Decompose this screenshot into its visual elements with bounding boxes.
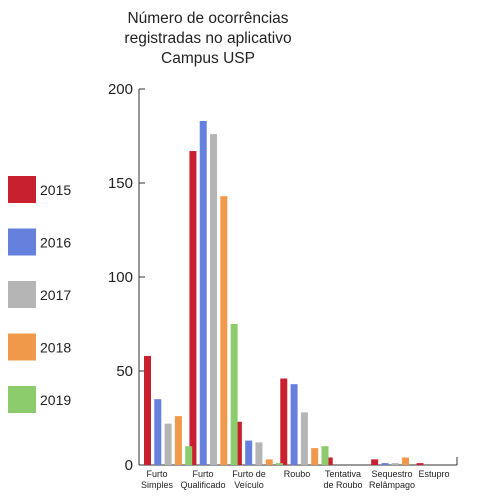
chart-title-line: registradas no aplicativo <box>124 30 291 47</box>
bar-2015-4 <box>325 457 333 465</box>
x-tick-label: Veículo <box>234 480 264 490</box>
x-tick-label: Sequestro <box>371 469 412 479</box>
x-tick-label: Simples <box>141 480 174 490</box>
bar-2016-0 <box>154 399 162 465</box>
y-tick-label: 50 <box>116 363 133 380</box>
chart-title-line: Campus USP <box>161 50 255 67</box>
legend: 2015 2016 2017 2018 2019 <box>8 176 71 413</box>
x-tick-label: Qualificado <box>180 480 225 490</box>
y-tick-label: 150 <box>108 175 133 192</box>
x-tick-label: Estupro <box>418 469 449 479</box>
x-tick-label: Roubo <box>284 469 311 479</box>
x-tick-label: Furto de <box>232 469 266 479</box>
legend-label-2016: 2016 <box>40 235 71 251</box>
bar-2015-5 <box>371 459 379 465</box>
x-tick-label: Tentativa <box>325 469 361 479</box>
legend-swatch-2016 <box>8 228 36 256</box>
bar-2017-0 <box>164 423 172 465</box>
bar-2018-2 <box>265 459 273 465</box>
bar-2015-6 <box>416 463 424 465</box>
legend-label-2019: 2019 <box>40 392 71 408</box>
bar-2017-1 <box>210 134 218 465</box>
y-tick-label: 200 <box>108 81 133 98</box>
bar-2017-3 <box>300 412 308 465</box>
legend-swatch-2015 <box>8 176 36 203</box>
bar-2019-0 <box>185 446 193 465</box>
bar-2016-3 <box>290 384 298 465</box>
bar-2015-0 <box>144 355 151 465</box>
bar-2018-3 <box>311 448 319 465</box>
legend-swatch-2017 <box>8 281 36 308</box>
bars <box>144 120 424 466</box>
bar-2017-5 <box>391 463 399 465</box>
legend-label-2018: 2018 <box>40 340 71 356</box>
bar-2018-1 <box>220 196 228 465</box>
bar-2015-1 <box>189 151 197 466</box>
bar-2016-2 <box>245 440 253 465</box>
x-tick-label: de Roubo <box>323 480 362 490</box>
legend-swatch-2019 <box>8 386 36 413</box>
bar-2016-1 <box>199 120 207 466</box>
x-tick-label: Relâmpago <box>369 480 415 490</box>
x-tick-label: Furto <box>146 469 167 479</box>
y-tick-label: 0 <box>125 457 133 474</box>
y-tick-label: 100 <box>108 269 133 286</box>
x-tick-label: Furto <box>192 469 213 479</box>
bar-2015-3 <box>280 378 288 465</box>
bar-2019-2 <box>276 463 284 465</box>
bar-2018-5 <box>402 457 410 465</box>
chart-title: Número de ocorrências registradas no apli… <box>124 10 291 67</box>
chart-title-line: Número de ocorrências <box>127 10 288 27</box>
legend-label-2017: 2017 <box>40 287 71 303</box>
legend-swatch-2018 <box>8 333 36 361</box>
bar-2017-2 <box>255 442 263 465</box>
bar-2015-2 <box>234 421 242 465</box>
bar-2016-5 <box>381 463 389 465</box>
bar-2018-0 <box>174 416 182 465</box>
legend-label-2015: 2015 <box>40 182 71 198</box>
bar-2019-1 <box>230 324 238 465</box>
bar-2019-3 <box>321 446 329 465</box>
